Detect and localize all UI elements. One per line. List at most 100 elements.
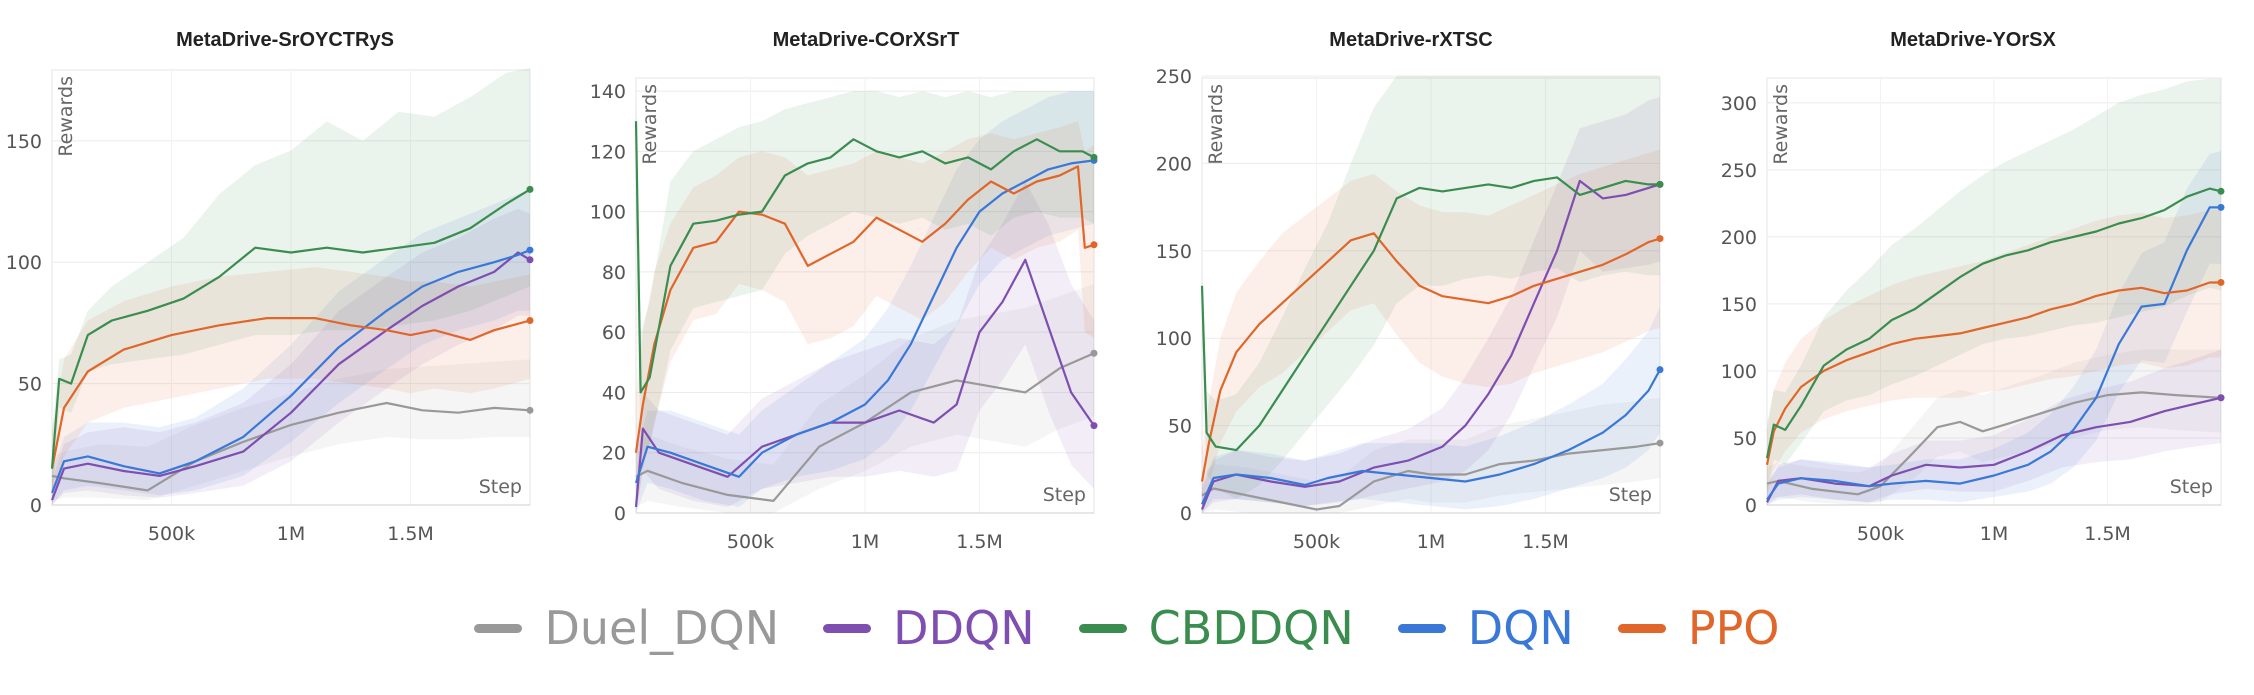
legend-swatch (1397, 623, 1446, 633)
y-tick-label: 40 (602, 382, 626, 404)
x-axis-label: Step (1609, 484, 1652, 506)
chart-panel-4: MetaDrive-YOrSX 0 50 100 150 200 250 300 500k 1M 1… (1721, 29, 2225, 545)
legend-swatch (1078, 623, 1127, 633)
y-tick-label: 120 (590, 141, 626, 163)
y-tick-label: 0 (1180, 503, 1192, 525)
line-ddqn (1200, 179, 1661, 510)
x-tick-label: 1M (851, 531, 879, 553)
y-tick-label: 250 (1156, 66, 1192, 88)
y-tick-label: 50 (1733, 428, 1757, 450)
x-axis-label: Step (1043, 484, 1086, 506)
x-tick-label: 500k (1293, 531, 1340, 553)
legend-label: DDQN (893, 601, 1035, 655)
x-tick-label: 1.5M (956, 531, 1003, 553)
y-tick-label: 60 (602, 322, 626, 344)
legend-item-cbddqn: CBDDQN (1078, 598, 1354, 658)
legend-item-duel-dqn: Duel_DQN (474, 598, 779, 658)
endpoint-cbddqn (1090, 153, 1098, 161)
line-cbddqn (1765, 187, 2222, 459)
y-tick-label: 100 (590, 202, 626, 224)
y-axis-label: Rewards (1205, 84, 1227, 165)
legend-swatch (823, 623, 872, 633)
y-tick-label: 200 (1721, 227, 1757, 249)
x-tick-label: 500k (148, 523, 195, 545)
x-tick-label: 1M (277, 523, 305, 545)
y-axis-label: Rewards (55, 76, 77, 157)
band-ddqn (1202, 97, 1660, 513)
endpoint-cbddqn (526, 185, 534, 193)
line-ddqn (1766, 396, 2222, 503)
y-tick-label: 140 (590, 81, 626, 103)
endpoint-duel-dqn (1090, 349, 1098, 357)
endpoint-duel-dqn (526, 406, 534, 414)
line-dqn (634, 159, 1095, 484)
x-tick-label: 1M (1980, 523, 2008, 545)
line-ppo (50, 317, 531, 469)
y-tick-label: 300 (1721, 93, 1757, 115)
endpoint-ppo (1090, 241, 1098, 249)
legend-item-ddqn: DDQN (823, 598, 1035, 658)
y-tick-label: 150 (1156, 241, 1192, 263)
y-tick-label: 100 (1156, 328, 1192, 350)
endpoint-ddqn (1090, 422, 1098, 430)
legend-label: PPO (1687, 601, 1780, 655)
chart-title: MetaDrive-rXTSC (1329, 29, 1492, 51)
x-axis-label: Step (2170, 476, 2213, 498)
endpoint-ppo (2217, 278, 2225, 286)
chart-panel-1: MetaDrive-SrOYCTRyS 0 50 100 150 500k 1M 1.5M Re… (6, 29, 534, 545)
line-cbddqn (634, 121, 1095, 394)
endpoint-ppo (1656, 235, 1664, 243)
line-ppo (1200, 232, 1661, 482)
y-tick-label: 250 (1721, 160, 1757, 182)
y-tick-label: 150 (6, 131, 42, 153)
band-ddqn (1767, 349, 2221, 505)
line-cbddqn (1200, 176, 1660, 452)
line-dqn (1766, 206, 2221, 501)
band-cbddqn (636, 91, 1094, 453)
chart-title: MetaDrive-COrXSrT (773, 29, 960, 51)
line-dqn (1200, 369, 1661, 505)
x-tick-label: 500k (1857, 523, 1904, 545)
endpoint-dqn (1656, 366, 1664, 374)
x-tick-label: 500k (727, 531, 774, 553)
y-tick-label: 0 (30, 495, 42, 517)
band-cbddqn (1202, 76, 1660, 499)
y-axis-label: Rewards (1770, 84, 1792, 165)
endpoint-dqn (2217, 203, 2225, 211)
legend-label: DQN (1467, 601, 1574, 655)
endpoint-ddqn (2217, 394, 2225, 402)
endpoint-ppo (526, 316, 534, 324)
y-tick-label: 150 (1721, 294, 1757, 316)
line-duel-dqn (1766, 391, 2222, 496)
line-ppo (1765, 281, 2221, 466)
legend-item-ppo: PPO (1617, 598, 1780, 658)
y-tick-label: 0 (614, 503, 626, 525)
line-cbddqn (50, 188, 531, 469)
band-cbddqn (1767, 78, 2221, 492)
x-tick-label: 1M (1417, 531, 1445, 553)
chart-panel-3: MetaDrive-rXTSC 0 50 100 150 200 250 500k 1M 1.5M… (1156, 29, 1664, 553)
x-tick-label: 1.5M (387, 523, 434, 545)
endpoint-duel-dqn (1656, 439, 1664, 447)
y-tick-label: 20 (602, 443, 626, 465)
band-ppo (1767, 210, 2221, 497)
y-axis-label: Rewards (639, 84, 661, 165)
band-ppo (1202, 149, 1660, 513)
y-tick-label: 200 (1156, 153, 1192, 175)
band-duel-dqn (52, 359, 530, 501)
x-tick-label: 1.5M (2084, 523, 2131, 545)
endpoint-ddqn (526, 256, 534, 264)
band-ppo (52, 267, 530, 505)
line-ddqn (50, 251, 531, 501)
chart-title: MetaDrive-SrOYCTRyS (176, 29, 394, 51)
line-ddqn (634, 258, 1095, 508)
y-tick-label: 80 (602, 262, 626, 284)
line-ppo (634, 165, 1095, 453)
band-dqn (1767, 151, 2221, 505)
y-tick-label: 50 (1168, 416, 1192, 438)
band-dqn (636, 91, 1094, 513)
charts-canvas: MetaDrive-SrOYCTRyS 0 50 100 150 500k 1M 1.5M Re… (6, 29, 2225, 553)
legend-item-dqn: DQN (1397, 598, 1574, 658)
band-ddqn (52, 208, 530, 506)
legend-label: Duel_DQN (544, 601, 780, 655)
